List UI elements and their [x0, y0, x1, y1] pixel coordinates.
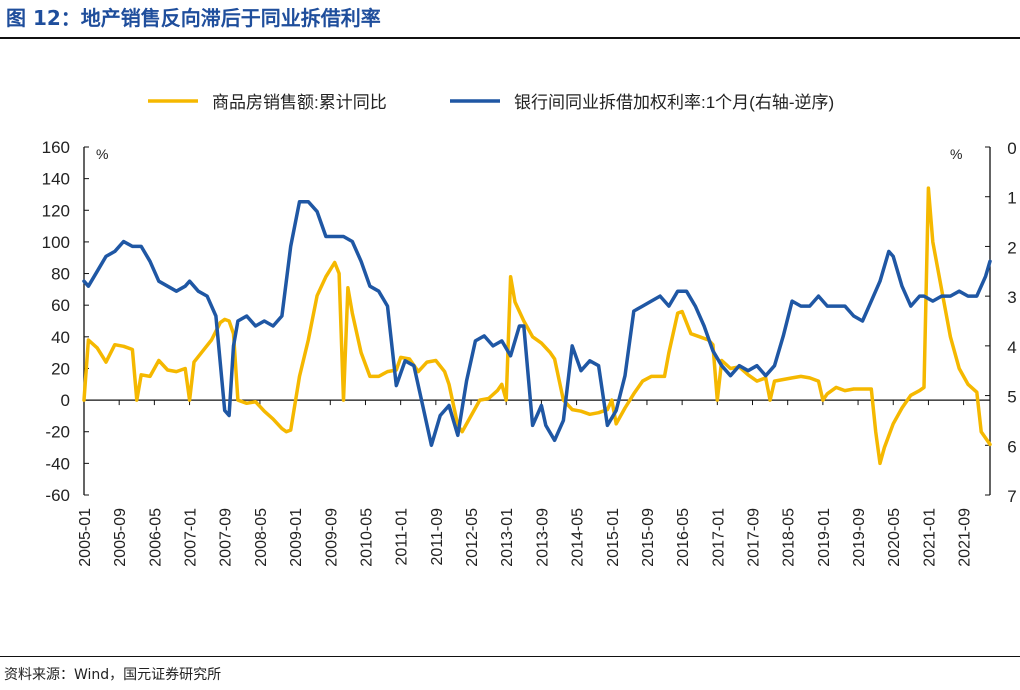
figure-title: 图 12：地产销售反向滞后于同业拆借利率 — [6, 6, 381, 30]
left-tick-label: 0 — [61, 391, 70, 410]
x-tick-label: 2018-05 — [781, 508, 798, 567]
left-tick-label: -20 — [45, 423, 70, 442]
title-rule — [0, 37, 1020, 39]
x-tick-label: 2021-09 — [957, 508, 974, 567]
right-tick-label: 6 — [1007, 437, 1016, 456]
left-tick-label: 80 — [51, 265, 70, 284]
x-tick-label: 2005-01 — [77, 508, 94, 567]
x-tick-label: 2019-09 — [851, 508, 868, 567]
x-tick-label: 2009-01 — [288, 508, 305, 567]
x-tick-label: 2011-09 — [429, 508, 446, 566]
x-tick-label: 2019-01 — [816, 508, 833, 567]
left-tick-label: 120 — [42, 201, 70, 220]
left-tick-label: 60 — [51, 296, 70, 315]
left-tick-label: 100 — [42, 233, 70, 252]
x-tick-label: 2009-09 — [323, 508, 340, 567]
series-line-interbank — [82, 199, 992, 448]
x-tick-label: 2015-09 — [640, 508, 657, 567]
x-tick-label: 2010-05 — [359, 508, 376, 567]
right-axis-unit: % — [950, 146, 962, 162]
left-tick-label: 140 — [42, 170, 70, 189]
right-tick-label: 4 — [1007, 338, 1016, 357]
left-tick-label: 40 — [51, 328, 70, 347]
right-tick-label: 1 — [1007, 189, 1016, 208]
x-tick-label: 2013-09 — [534, 508, 551, 567]
source-note: 资料来源：Wind，国元证券研究所 — [4, 667, 222, 683]
right-tick-label: 7 — [1007, 487, 1016, 506]
legend-label-sales: 商品房销售额:累计同比 — [212, 93, 387, 112]
x-tick-label: 2007-09 — [218, 508, 235, 567]
left-tick-label: -60 — [45, 486, 70, 505]
right-tick-label: 2 — [1007, 238, 1016, 257]
left-axis-unit: % — [96, 146, 108, 162]
x-tick-label: 2005-09 — [112, 508, 129, 567]
chart-series — [82, 186, 992, 466]
x-tick-label: 2007-01 — [183, 508, 200, 567]
right-tick-label: 0 — [1007, 139, 1016, 158]
chart-ticks: 160 140 120 100 80 60 40 20 0 -20 -40 -60 0 1 2 3 4 5 6 7 20… — [42, 138, 1017, 567]
series-line-sales — [82, 186, 992, 466]
x-tick-label: 2006-05 — [147, 508, 164, 567]
line-chart: 商品房销售额:累计同比 银行间同业拆借加权利率:1个月(右轴-逆序) 16014… — [42, 93, 1017, 567]
x-tick-label: 2008-05 — [253, 508, 270, 567]
x-tick-label: 2021-01 — [921, 508, 938, 567]
x-tick-label: 2011-01 — [394, 508, 411, 566]
left-tick-label: 160 — [42, 138, 70, 157]
chart-legend: 商品房销售额:累计同比 银行间同业拆借加权利率:1个月(右轴-逆序) — [148, 93, 834, 112]
right-tick-label: 3 — [1007, 288, 1016, 307]
x-tick-label: 2013-01 — [499, 508, 516, 567]
right-tick-label: 5 — [1007, 388, 1016, 407]
x-tick-label: 2020-05 — [886, 508, 903, 567]
left-tick-label: -40 — [45, 454, 70, 473]
x-tick-label: 2017-01 — [710, 508, 727, 567]
footer-rule — [0, 656, 1020, 657]
legend-label-interbank: 银行间同业拆借加权利率:1个月(右轴-逆序) — [514, 93, 834, 112]
left-tick-label: 20 — [51, 359, 70, 378]
chart-axes — [83, 147, 991, 495]
x-tick-label: 2014-05 — [570, 508, 587, 567]
x-tick-label: 2017-09 — [746, 508, 763, 567]
x-tick-label: 2015-01 — [605, 508, 622, 567]
x-tick-label: 2012-05 — [464, 508, 481, 567]
x-tick-label: 2016-05 — [675, 508, 692, 567]
